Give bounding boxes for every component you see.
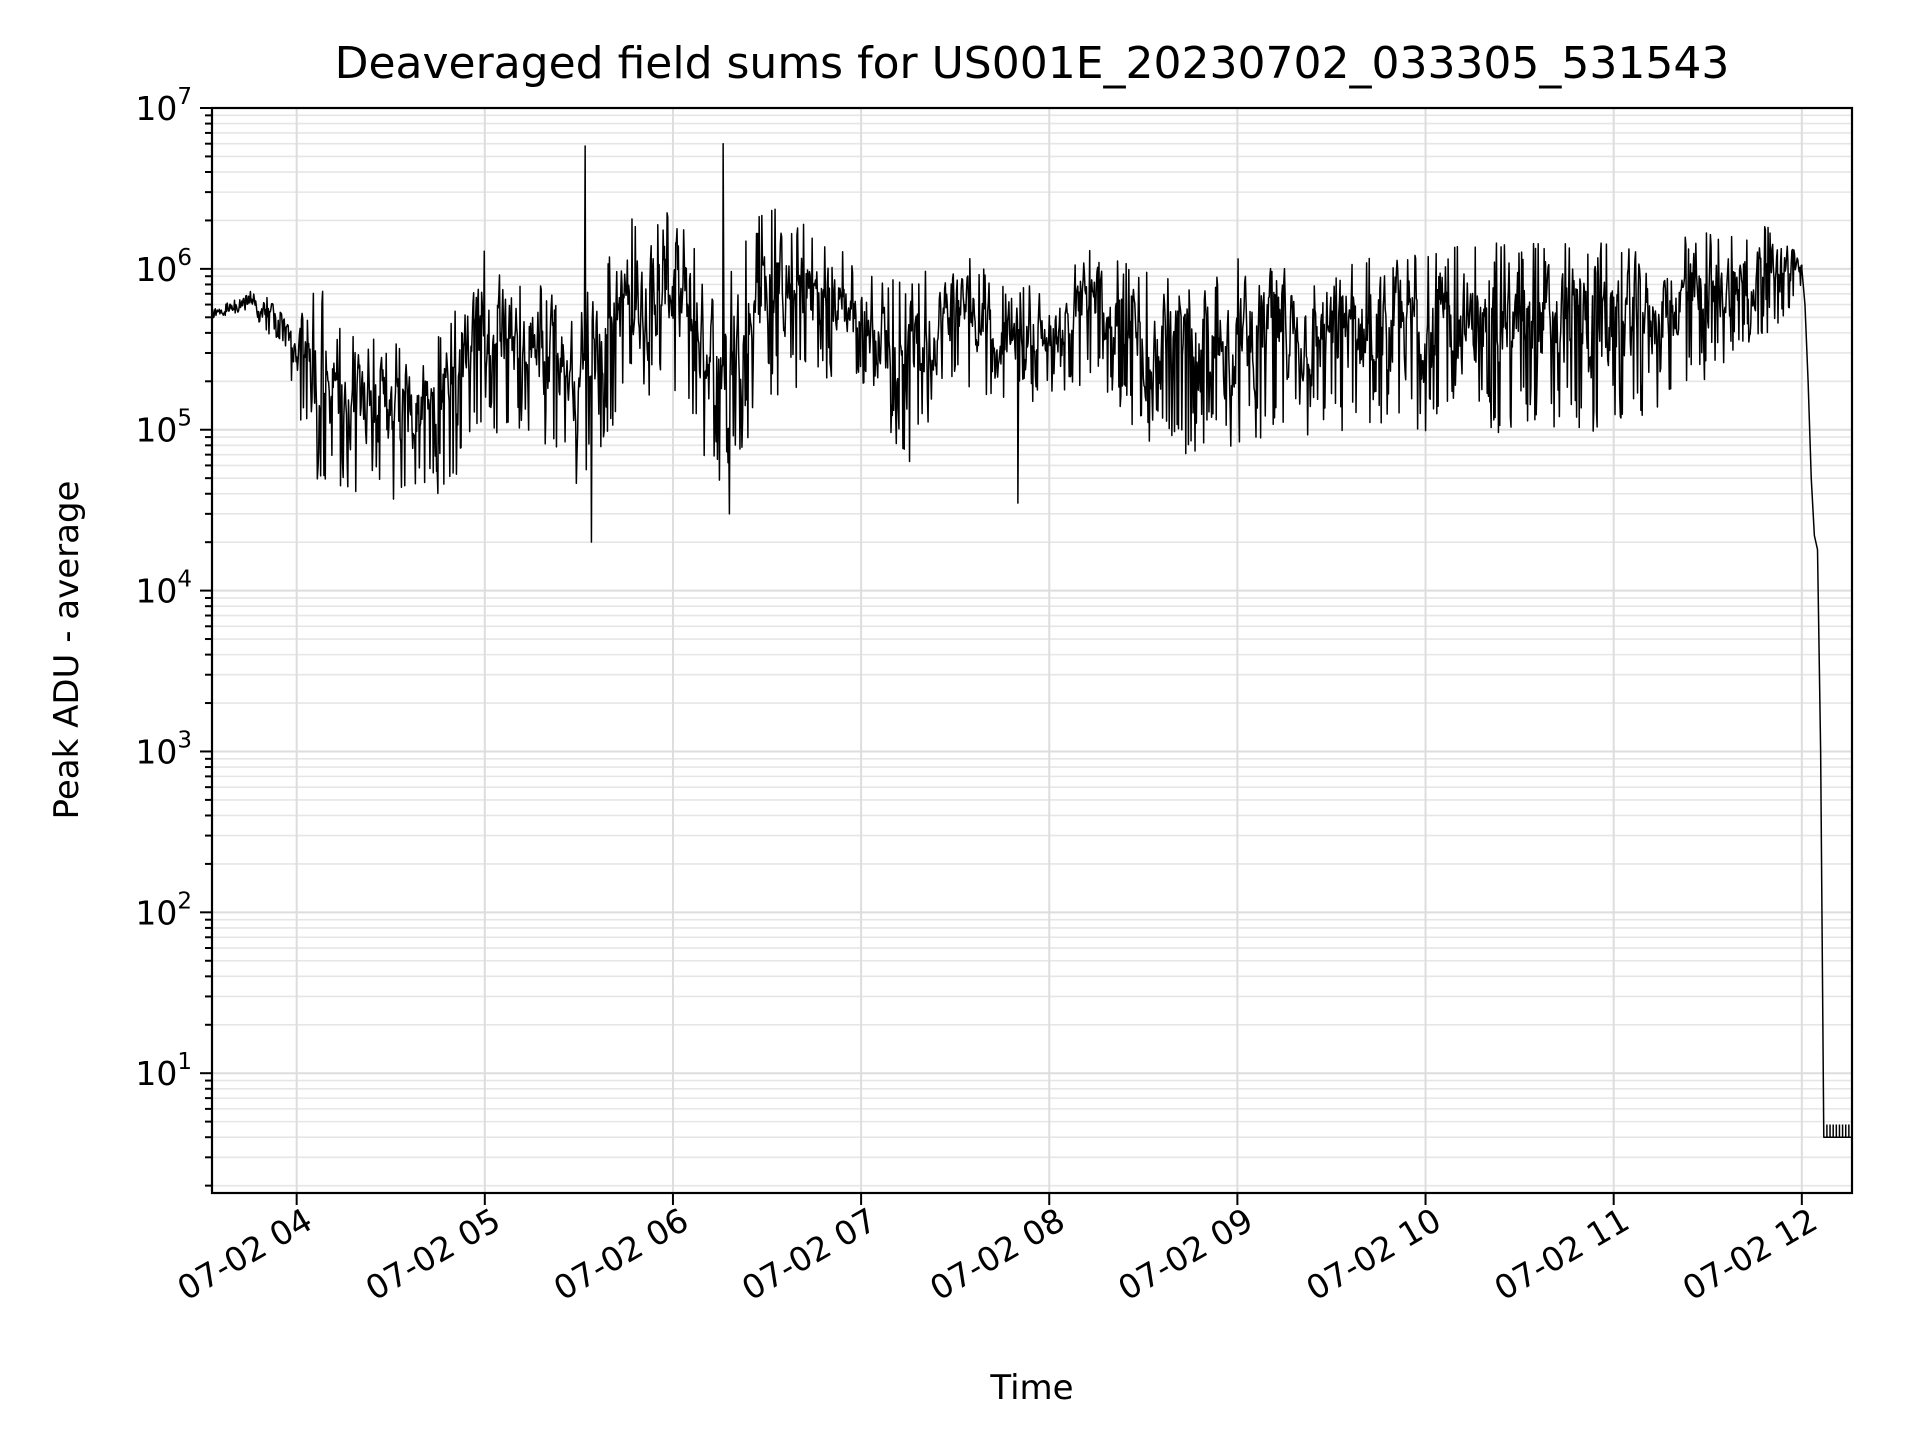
y-tick-label: 101	[135, 1049, 192, 1093]
y-tick-exponent: 5	[177, 406, 192, 432]
series-line	[211, 142, 1852, 1138]
y-tick-base: 10	[135, 250, 177, 289]
y-tick-exponent: 4	[177, 567, 192, 593]
y-tick-exponent: 7	[177, 84, 192, 110]
y-tick-label: 107	[135, 84, 192, 128]
series-tail-marks	[1826, 1124, 1853, 1138]
y-tick-base: 10	[135, 411, 177, 450]
grid	[212, 107, 1852, 1193]
y-tick-base: 10	[135, 893, 177, 932]
y-axis-label: Peak ADU - average	[47, 481, 87, 820]
y-tick-base: 10	[135, 572, 177, 611]
y-tick-label: 104	[135, 567, 192, 611]
y-tick-label: 105	[135, 406, 192, 450]
y-tick-base: 10	[135, 89, 177, 128]
y-tick-exponent: 3	[177, 727, 192, 753]
y-tick-exponent: 2	[177, 888, 192, 914]
y-tick-base: 10	[135, 732, 177, 771]
chart-title: Deaveraged field sums for US001E_2023070…	[335, 38, 1730, 89]
y-tick-label: 106	[135, 245, 192, 289]
y-tick-label: 102	[135, 888, 192, 932]
x-axis-label: Time	[989, 1368, 1073, 1408]
plot-frame	[210, 106, 1854, 1195]
y-tick-label: 103	[135, 727, 192, 771]
series-layer	[211, 142, 1853, 1138]
y-tick-exponent: 6	[177, 245, 192, 271]
y-tick-exponent: 1	[177, 1049, 192, 1075]
y-tick-base: 10	[135, 1054, 177, 1093]
